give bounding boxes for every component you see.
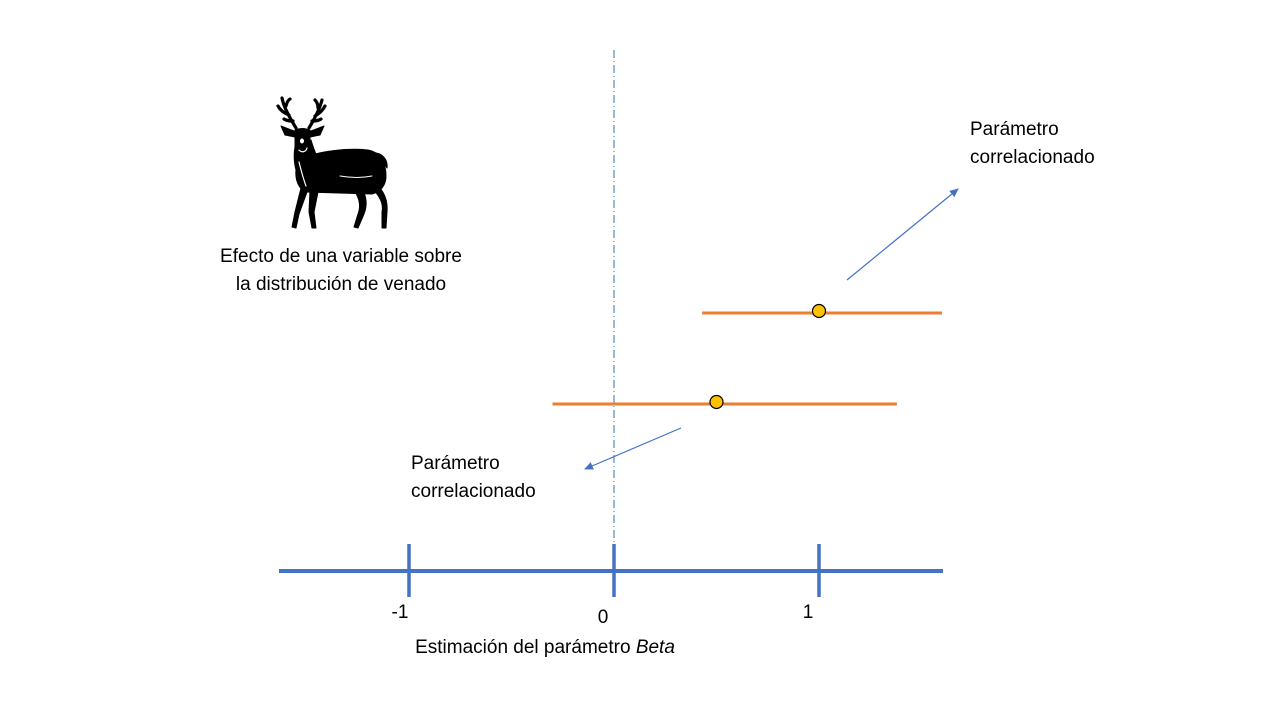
axis-ticks [407, 544, 821, 597]
deer-caption-line-1: Efecto de una variable sobre [220, 246, 462, 267]
tick-label-zero: 0 [597, 607, 609, 628]
point-estimate-marker [811, 303, 827, 319]
deer-silhouette-icon [276, 96, 388, 229]
tick-label-minus-one: -1 [391, 602, 409, 623]
upper-annotation-arrow [846, 188, 959, 281]
upper-annotation-line-2: correlacionado [970, 147, 1095, 168]
tick-label-one: 1 [802, 602, 814, 623]
upper-annotation-label: Parámetro correlacionado [970, 116, 1095, 172]
lower-annotation-arrow [584, 427, 682, 470]
lower-annotation-line-1: Parámetro [411, 453, 500, 474]
axis-title: Estimación del parámetro Beta [330, 634, 760, 662]
point-estimate-marker [709, 394, 724, 410]
axis-title-italic: Beta [635, 637, 675, 658]
lower-annotation-line-2: correlacionado [411, 481, 536, 502]
upper-annotation-line-1: Parámetro [970, 119, 1059, 140]
axis-title-text: Estimación del parámetro [415, 637, 636, 658]
estimates-layer [552, 303, 942, 410]
lower-annotation-label: Parámetro correlacionado [411, 450, 536, 506]
deer-caption-line-2: la distribución de venado [235, 274, 447, 295]
deer-caption: Efecto de una variable sobre la distribu… [170, 243, 512, 299]
